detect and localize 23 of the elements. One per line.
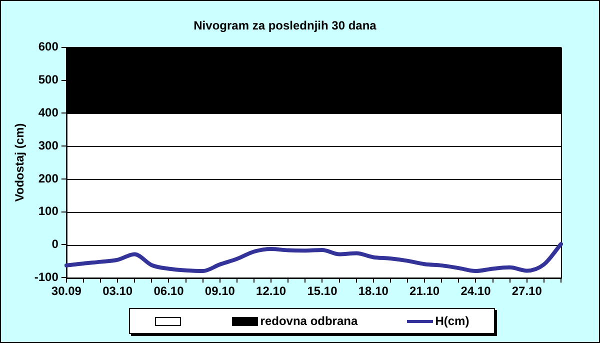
y-tick-label: 500 — [38, 72, 59, 87]
x-tick-label: 03.10 — [102, 284, 133, 298]
y-tick-label: 300 — [38, 138, 59, 152]
x-tick-label: 27.10 — [512, 284, 542, 298]
y-tick-label: 600 — [38, 40, 59, 54]
y-tick-label: 0 — [52, 237, 59, 252]
x-tick-label: 21.10 — [410, 284, 440, 298]
x-tick-label: 06.10 — [154, 284, 184, 298]
y-axis-title: Vodostaj (cm) — [12, 123, 27, 202]
legend-label: H(cm) — [435, 314, 470, 328]
y-tick-label: 400 — [38, 105, 59, 120]
x-tick-label: 24.10 — [460, 284, 492, 298]
x-tick-label: 12.10 — [256, 284, 286, 298]
y-tick-label: -100 — [34, 270, 59, 284]
x-tick-label: 18.10 — [358, 284, 389, 298]
x-tick-label: 09.10 — [204, 284, 236, 298]
chart-title: Nivogram za poslednjih 30 dana — [194, 18, 377, 33]
line-series — [64, 242, 563, 274]
x-tick-label: 15.10 — [307, 284, 338, 298]
x-tick-label: 30.09 — [51, 284, 82, 298]
y-tick-label: 200 — [38, 171, 59, 186]
y-tick-label: 100 — [38, 204, 59, 218]
legend-label: redovna odbrana — [260, 314, 358, 328]
